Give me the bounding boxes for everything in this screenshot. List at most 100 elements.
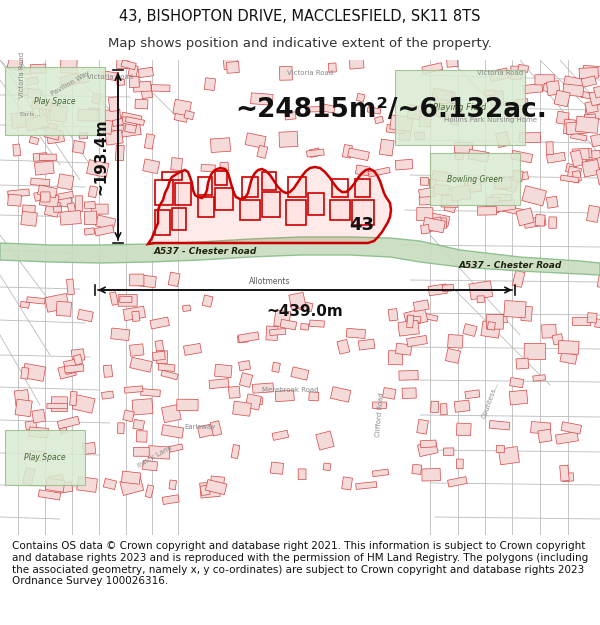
Bar <box>239 372 253 388</box>
Bar <box>491 194 512 201</box>
Bar <box>442 284 454 291</box>
Bar <box>266 326 278 341</box>
Text: Contains OS data © Crown copyright and database right 2021. This information is : Contains OS data © Crown copyright and d… <box>12 541 588 586</box>
Bar <box>407 104 422 120</box>
Bar <box>155 180 173 205</box>
Bar <box>30 451 44 461</box>
Text: Earls...: Earls... <box>19 112 41 118</box>
Bar <box>101 391 113 399</box>
Bar <box>84 211 97 225</box>
Bar <box>585 156 600 171</box>
Bar <box>40 154 56 161</box>
Bar <box>341 477 352 490</box>
Bar <box>330 200 350 220</box>
Bar <box>446 56 458 68</box>
Bar <box>599 168 600 184</box>
Bar <box>161 424 184 438</box>
Bar <box>13 144 20 156</box>
Bar <box>229 386 240 398</box>
Bar <box>499 446 520 465</box>
Bar <box>132 399 153 415</box>
Bar <box>129 76 139 88</box>
Bar <box>136 431 147 442</box>
Bar <box>566 121 587 134</box>
Bar <box>79 132 88 139</box>
Bar <box>130 344 144 356</box>
Bar <box>112 119 124 127</box>
FancyBboxPatch shape <box>5 67 105 135</box>
Bar <box>349 56 364 69</box>
Bar <box>407 315 414 328</box>
Bar <box>130 357 152 372</box>
Bar <box>251 93 273 105</box>
Bar <box>91 204 108 214</box>
Bar <box>142 461 158 471</box>
Bar <box>440 404 448 415</box>
Bar <box>412 464 422 474</box>
Bar <box>169 480 176 489</box>
Bar <box>390 115 413 132</box>
Bar <box>382 388 396 399</box>
Bar <box>310 320 325 328</box>
Bar <box>521 306 532 321</box>
Bar <box>198 197 214 217</box>
Bar <box>21 211 37 226</box>
Bar <box>481 321 500 338</box>
Text: ~24815m²/~6.132ac.: ~24815m²/~6.132ac. <box>235 97 547 123</box>
Bar <box>272 430 289 441</box>
Bar <box>356 93 365 102</box>
Bar <box>45 293 69 312</box>
Bar <box>83 442 96 454</box>
Bar <box>413 300 429 311</box>
Bar <box>58 174 74 190</box>
Bar <box>161 404 181 422</box>
Bar <box>504 301 526 318</box>
Bar <box>368 168 390 177</box>
Bar <box>542 324 556 338</box>
Bar <box>477 296 484 302</box>
Bar <box>125 119 137 133</box>
Bar <box>31 178 50 186</box>
Bar <box>444 202 456 212</box>
Bar <box>388 309 398 321</box>
Bar <box>61 59 77 73</box>
Bar <box>20 301 29 308</box>
Bar <box>205 78 215 91</box>
Bar <box>272 362 280 372</box>
Bar <box>489 421 510 430</box>
Bar <box>512 170 523 182</box>
Bar <box>92 93 101 104</box>
Bar <box>446 102 454 109</box>
Bar <box>572 318 591 326</box>
Bar <box>150 317 169 329</box>
Bar <box>511 151 533 163</box>
Bar <box>518 64 529 72</box>
Bar <box>239 361 251 371</box>
Bar <box>115 145 124 161</box>
Bar <box>596 168 600 185</box>
Bar <box>367 107 381 114</box>
Bar <box>120 112 142 129</box>
Bar <box>269 329 286 336</box>
Text: Play Space: Play Space <box>24 454 66 462</box>
Bar <box>465 390 480 399</box>
Bar <box>328 63 337 72</box>
Text: ~193.4m: ~193.4m <box>93 118 108 195</box>
Bar <box>60 211 82 225</box>
Bar <box>347 148 370 161</box>
Bar <box>417 208 433 221</box>
Bar <box>143 159 160 174</box>
Bar <box>421 177 428 186</box>
Bar <box>343 144 352 158</box>
Bar <box>148 446 170 459</box>
Bar <box>67 202 77 218</box>
Bar <box>11 111 34 129</box>
Bar <box>135 99 148 109</box>
FancyBboxPatch shape <box>430 153 520 205</box>
Bar <box>7 54 23 71</box>
Bar <box>162 495 179 504</box>
Bar <box>88 186 98 198</box>
Bar <box>509 105 525 119</box>
Bar <box>124 386 143 393</box>
Bar <box>543 83 557 93</box>
